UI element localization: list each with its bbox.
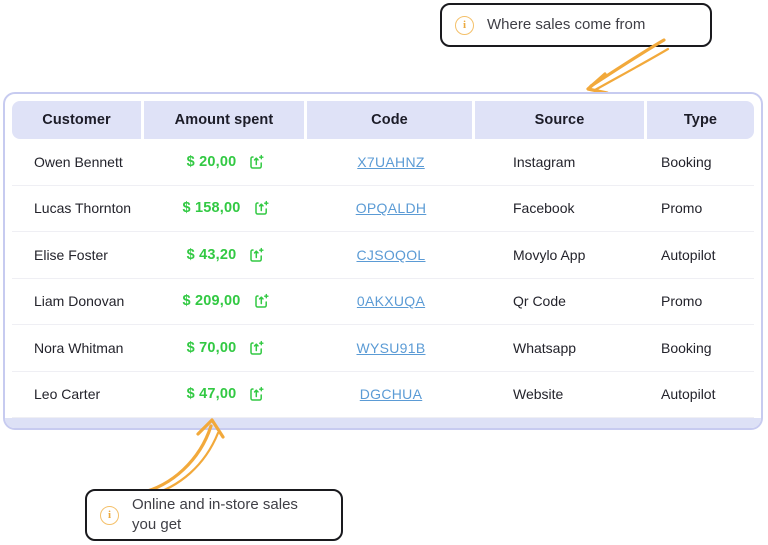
code-link[interactable]: WYSU91B [356, 339, 426, 356]
table-row: Lucas Thornton $ 158,00 OPQALDH Facebook… [12, 186, 754, 232]
source-cell: Qr Code [513, 293, 566, 310]
column-header-customer: Customer [12, 101, 144, 139]
table-header-row: Customer Amount spent Code Source Type [12, 101, 754, 139]
code-link[interactable]: X7UAHNZ [357, 153, 425, 170]
column-header-code: Code [307, 101, 475, 139]
type-cell: Autopilot [661, 386, 716, 403]
amount-value: $ 20,00 [186, 153, 237, 170]
sales-table-card: Customer Amount spent Code Source Type O… [3, 92, 763, 430]
column-header-type: Type [647, 101, 754, 139]
repeat-sale-icon [254, 200, 269, 216]
table-row: Leo Carter $ 47,00 DGCHUA Website Autopi… [12, 372, 754, 418]
source-cell: Whatsapp [513, 339, 577, 356]
column-header-source: Source [475, 101, 647, 139]
customer-name: Elise Foster [34, 246, 108, 263]
repeat-sale-icon [254, 293, 269, 309]
amount-cell: $ 70,00 [144, 325, 307, 371]
column-header-amount-spent: Amount spent [144, 101, 307, 139]
type-cell: Promo [661, 293, 703, 310]
code-link[interactable]: OPQALDH [355, 200, 427, 217]
table-row: Nora Whitman $ 70,00 WYSU91B Whatsapp Bo… [12, 325, 754, 372]
type-cell: Promo [661, 200, 703, 217]
customer-name: Lucas Thornton [34, 200, 132, 217]
table-row: Owen Bennett $ 20,00 X7UAHNZ Instagram B… [12, 139, 754, 186]
code-link[interactable]: 0AKXUQA [356, 293, 426, 310]
repeat-sale-icon [249, 247, 264, 263]
amount-value: $ 47,00 [186, 386, 237, 403]
repeat-sale-icon [249, 386, 264, 402]
amount-value: $ 43,20 [186, 246, 237, 263]
source-cell: Facebook [513, 200, 575, 217]
repeat-sale-icon [249, 340, 264, 356]
amount-cell: $ 20,00 [144, 139, 307, 185]
amount-cell: $ 158,00 [144, 186, 307, 232]
info-icon: i [100, 505, 119, 525]
card-footer-strip [5, 418, 761, 428]
table-row: Liam Donovan $ 209,00 0AKXUQA Qr Code Pr… [12, 279, 754, 325]
customer-name: Nora Whitman [34, 339, 124, 356]
type-cell: Autopilot [661, 246, 716, 263]
table-row: Elise Foster $ 43,20 CJSOQOL Movylo App … [12, 232, 754, 279]
type-cell: Booking [661, 339, 712, 356]
source-cell: Instagram [513, 153, 576, 170]
tooltip-where-sales-come-from: i Where sales come from [440, 3, 712, 47]
info-icon: i [455, 15, 474, 35]
repeat-sale-icon [249, 154, 264, 170]
amount-cell: $ 47,00 [144, 372, 307, 418]
customer-name: Liam Donovan [34, 293, 125, 310]
tooltip-text: Online and in-store sales you get [132, 495, 298, 533]
source-cell: Website [513, 386, 564, 403]
customer-name: Owen Bennett [34, 153, 123, 170]
tooltip-online-instore-sales: i Online and in-store sales you get [85, 489, 343, 541]
type-cell: Booking [661, 153, 712, 170]
amount-value: $ 158,00 [182, 200, 241, 217]
code-link[interactable]: DGCHUA [359, 386, 423, 403]
code-link[interactable]: CJSOQOL [356, 246, 426, 263]
tooltip-text: Where sales come from [487, 15, 646, 33]
source-cell: Movylo App [513, 246, 586, 263]
amount-value: $ 70,00 [186, 339, 237, 356]
amount-cell: $ 43,20 [144, 232, 307, 278]
amount-value: $ 209,00 [182, 293, 241, 310]
customer-name: Leo Carter [34, 386, 101, 403]
amount-cell: $ 209,00 [144, 279, 307, 325]
